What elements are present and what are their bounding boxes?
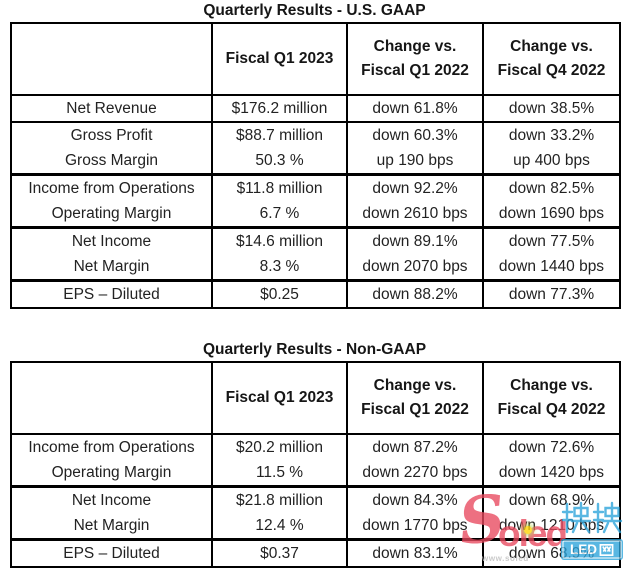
gaap-header-row: Fiscal Q1 2023 Change vs. Fiscal Q1 2022…: [10, 22, 621, 96]
non-gaap-row-income-from-operations: Income from Operations Operating Margin $…: [10, 433, 621, 488]
gaap-header-fiscal-q1-2023: Fiscal Q1 2023: [211, 22, 348, 96]
gaap-row-eps-diluted: EPS – Diluted $0.25 down 88.2% down 77.3…: [10, 279, 621, 309]
non-gaap-header-change-q1-2022: Change vs. Fiscal Q1 2022: [346, 361, 484, 435]
gaap-row-net-income: Net Income Net Margin $14.6 million 8.3 % …: [10, 226, 621, 282]
non-gaap-row-net-income: Net Income Net Margin $21.8 million 12.4 %…: [10, 485, 621, 541]
non-gaap-section: Quarterly Results - Non-GAAP Fiscal Q1 2…: [10, 340, 621, 568]
non-gaap-table: Fiscal Q1 2023 Change vs. Fiscal Q1 2022…: [10, 361, 621, 568]
gaap-header-change-q4-2022: Change vs. Fiscal Q4 2022: [482, 22, 621, 96]
gaap-table-title: Quarterly Results - U.S. GAAP: [203, 2, 426, 19]
gaap-header-change-q1-2022: Change vs. Fiscal Q1 2022: [346, 22, 484, 96]
non-gaap-header-change-q4-2022: Change vs. Fiscal Q4 2022: [482, 361, 621, 435]
non-gaap-header-fiscal-q1-2023: Fiscal Q1 2023: [211, 361, 348, 435]
gaap-header-metric: [10, 22, 213, 96]
gaap-row-gross-profit: Gross Profit Gross Margin $88.7 million 50…: [10, 121, 621, 176]
non-gaap-header-metric: [10, 361, 213, 435]
gaap-row-income-from-operations: Income from Operations Operating Margin $…: [10, 173, 621, 229]
non-gaap-table-title: Quarterly Results - Non-GAAP: [202, 341, 427, 358]
non-gaap-row-eps-diluted: EPS – Diluted $0.37 down 83.1% down 68.9…: [10, 538, 621, 568]
gaap-table: Fiscal Q1 2023 Change vs. Fiscal Q1 2022…: [10, 22, 621, 309]
non-gaap-header-row: Fiscal Q1 2023 Change vs. Fiscal Q1 2022…: [10, 361, 621, 435]
gaap-section: Quarterly Results - U.S. GAAP Fiscal Q1 …: [10, 1, 621, 309]
gaap-row-net-revenue: Net Revenue $176.2 million down 61.8% do…: [10, 94, 621, 123]
